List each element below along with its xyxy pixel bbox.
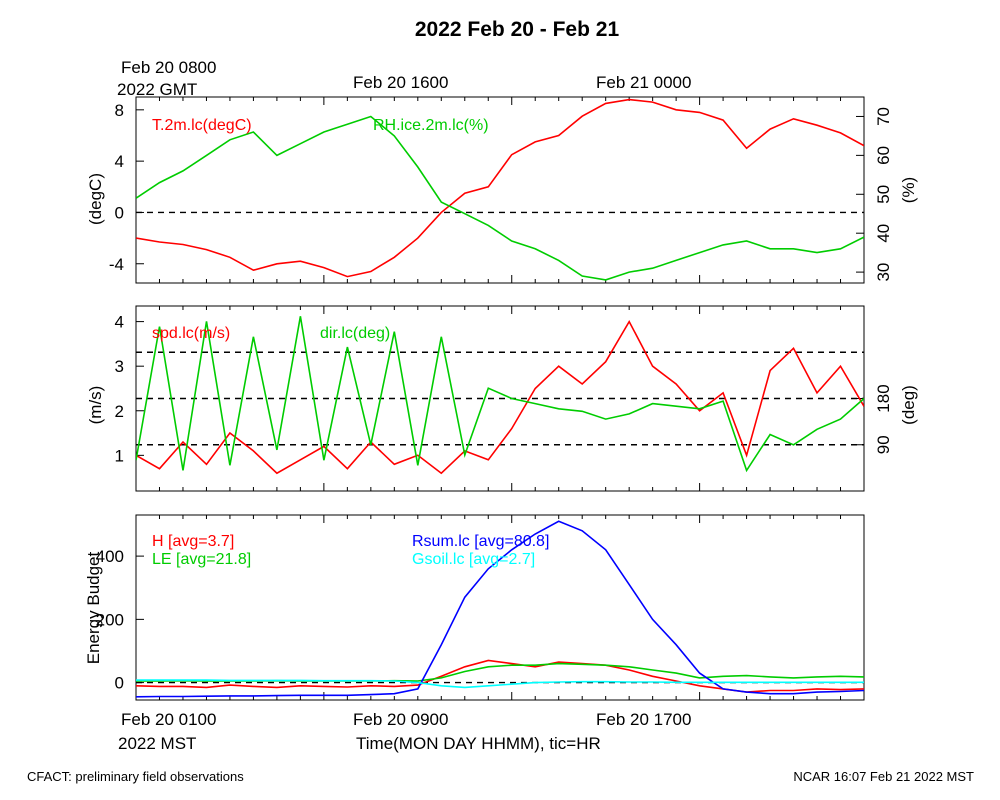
top-axis-first-label-tz: 2022 GMT [117,80,197,99]
y-tick-label-left: 200 [96,610,124,629]
bottom-axis-first-label-tz: 2022 MST [118,734,196,753]
y-tick-label-right: 70 [874,107,893,126]
chart-title: 2022 Feb 20 - Feb 21 [415,18,620,41]
panel-temperature-humidity: -4 0 4 8 30 40 50 60 70 [109,96,893,284]
ylabel-wind-direction: (deg) [899,385,918,425]
ylabel-temperature: (degC) [86,173,105,225]
series-line [136,662,864,682]
panel-frame [135,96,865,284]
y-tick-label-right: 180 [874,384,893,412]
y-tick-label-left: 0 [115,674,124,693]
y-tick-label-left: 3 [115,357,124,376]
y-tick-label-right: 50 [874,185,893,204]
panel-frame [135,514,865,701]
y-tick-label-left: 4 [115,152,124,171]
series-line [136,319,864,475]
y-tick-label-left: 400 [96,547,124,566]
legend-wind-direction: dir.lc(deg) [320,325,390,342]
y-tick-label-left: 0 [115,203,124,222]
y-tick-label-right: 30 [874,263,893,282]
legend-radiation-sum: Rsum.lc [avg=80.8] [412,533,549,550]
y-tick-label-left: 8 [115,101,124,120]
top-axis-first-label: Feb 20 0800 [121,58,216,77]
x-axis-title: Time(MON DAY HHMM), tic=HR [356,734,601,753]
bottom-axis-first-label: Feb 20 0100 [121,710,216,729]
ylabel-humidity: (%) [899,177,918,203]
footer-right: NCAR 16:07 Feb 21 2022 MST [793,769,974,784]
series-line [136,679,864,689]
y-tick-label-left: -4 [109,255,124,274]
panel-wind: 1 2 3 4 90 180 [115,305,893,492]
y-tick-label-left: 4 [115,313,124,332]
y-tick-label-left: 1 [115,446,124,465]
legend-sensible-heat: H [avg=3.7] [152,533,234,550]
bottom-axis-label-0: Feb 20 0900 [353,710,448,729]
panel-energy-budget: 0 200 400 [96,514,865,701]
series-line [136,115,864,281]
legend-wind-speed: spd.lc(m/s) [152,325,230,342]
ylabel-wind-speed: (m/s) [86,386,105,425]
y-tick-label-right: 90 [874,435,893,454]
series-line [136,316,864,473]
y-tick-label-left: 2 [115,402,124,421]
legend-soil-heat: Gsoil.lc [avg=2.7] [412,551,535,568]
series-line [136,520,864,698]
y-tick-label-right: 40 [874,224,893,243]
legend-humidity: RH.ice.2m.lc(%) [373,117,489,134]
bottom-axis-label-1: Feb 20 1700 [596,710,691,729]
top-axis-label-1: Feb 21 0000 [596,73,691,92]
footer-left: CFACT: preliminary field observations [27,769,244,784]
top-axis-label-0: Feb 20 1600 [353,73,448,92]
y-tick-label-right: 60 [874,146,893,165]
legend-temperature: T.2m.lc(degC) [152,117,252,134]
ylabel-energy-budget: Energy Budget [84,551,103,664]
series-line [136,98,864,278]
legend-latent-heat: LE [avg=21.8] [152,551,251,568]
